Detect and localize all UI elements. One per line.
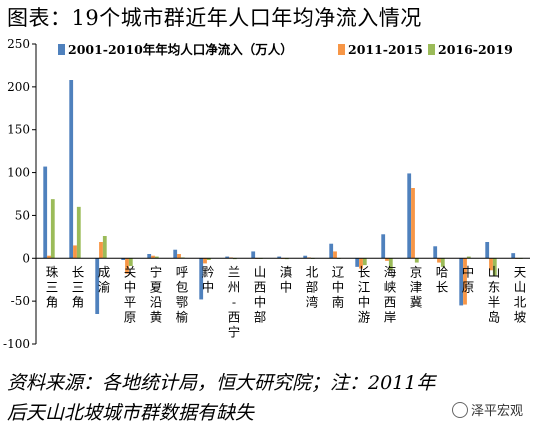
bar-series-group bbox=[43, 80, 523, 314]
x-category-label: 长江中游 bbox=[358, 264, 371, 324]
bar-series-1-关中平原 bbox=[121, 258, 126, 260]
bar-series-1-山东半岛 bbox=[485, 242, 490, 259]
bar-series-2-长江中游 bbox=[359, 258, 363, 269]
bar-series-2-珠三角 bbox=[47, 255, 51, 259]
bar-series-1-成渝 bbox=[95, 258, 100, 314]
legend-label-2: 2011-2015 bbox=[348, 42, 423, 57]
bar-series-2-海峡西岸 bbox=[385, 258, 389, 261]
bar-series-3-成渝 bbox=[102, 236, 107, 259]
bar-series-1-兰州-西宁 bbox=[225, 256, 230, 259]
x-category-label: 中原 bbox=[462, 264, 475, 294]
x-category-label: 兰州-西宁 bbox=[228, 264, 241, 339]
source-note-line1: 资料来源：各地统计局，恒大研究院；注：2011年 bbox=[7, 372, 436, 394]
y-tick-label: 150 bbox=[7, 123, 30, 137]
bar-series-3-珠三角 bbox=[50, 199, 55, 259]
bar-series-3-中原 bbox=[466, 256, 471, 259]
bar-series-2-辽中南 bbox=[333, 251, 337, 259]
x-category-label: 哈长 bbox=[436, 264, 449, 294]
x-category-label: 成渝 bbox=[98, 264, 111, 294]
bar-series-2-黔中 bbox=[203, 258, 207, 264]
legend-label-3: 2016-2019 bbox=[438, 42, 513, 57]
bar-series-1-珠三角 bbox=[43, 166, 48, 259]
y-tick-label: -50 bbox=[11, 294, 30, 308]
y-tick-label: 0 bbox=[22, 251, 30, 265]
bar-series-3-哈长 bbox=[440, 258, 445, 267]
bar-series-1-山西中部 bbox=[251, 251, 256, 259]
watermark: 泽平宏观 bbox=[452, 400, 523, 419]
bar-series-2-成渝 bbox=[99, 242, 103, 259]
legend: 2001-2010年年均人口净流入（万人） 2011-2015 2016-2019 bbox=[58, 42, 513, 57]
x-category-label: 关中平原 bbox=[124, 264, 137, 324]
y-tick-label: 200 bbox=[7, 80, 30, 94]
x-category-label: 呼包鄂榆 bbox=[176, 264, 189, 324]
legend-swatch-1 bbox=[58, 44, 65, 55]
legend-swatch-2 bbox=[338, 44, 345, 55]
bar-series-1-滇中 bbox=[277, 256, 282, 259]
bar-series-3-京津冀 bbox=[414, 258, 419, 263]
y-tick-label: 50 bbox=[15, 208, 30, 222]
bar-series-3-黔中 bbox=[206, 258, 211, 260]
bar-series-1-海峡西岸 bbox=[381, 234, 386, 259]
x-category-label: 海峡西岸 bbox=[384, 264, 397, 324]
bar-series-1-长三角 bbox=[69, 80, 74, 259]
x-category-label: 山东半岛 bbox=[488, 264, 501, 324]
x-category-label: 珠三角 bbox=[46, 264, 59, 309]
x-category-label: 黔中 bbox=[202, 264, 215, 294]
wechat-logo-icon bbox=[452, 402, 468, 418]
bar-series-2-中原 bbox=[463, 258, 467, 305]
x-category-label: 北部湾 bbox=[306, 264, 319, 309]
bar-series-1-京津冀 bbox=[407, 173, 412, 259]
x-category-label: 京津冀 bbox=[410, 264, 423, 309]
bar-series-2-山东半岛 bbox=[489, 258, 493, 271]
bar-series-1-呼包鄂榆 bbox=[173, 249, 178, 259]
x-category-label: 辽中南 bbox=[332, 264, 345, 309]
x-category-label: 宁夏沿黄 bbox=[150, 264, 163, 324]
legend-swatch-3 bbox=[428, 44, 435, 55]
chart-title: 图表：19个城市群近年人口年均净流入情况 bbox=[7, 6, 422, 30]
x-category-label: 天山北坡 bbox=[514, 264, 527, 324]
y-tick-label: 100 bbox=[7, 166, 30, 180]
bar-series-1-天山北坡 bbox=[511, 253, 516, 259]
bar-chart: -100 -50 0 50 100 150 200 250 珠三角长三角成渝关中平原宁夏沿黄呼… bbox=[3, 37, 530, 351]
bar-series-2-宁夏沿黄 bbox=[151, 255, 155, 259]
bar-series-1-中原 bbox=[459, 258, 464, 306]
x-category-label: 滇中 bbox=[280, 264, 293, 294]
bar-series-2-关中平原 bbox=[125, 258, 129, 274]
bar-series-3-关中平原 bbox=[128, 258, 133, 266]
bar-series-2-长三角 bbox=[73, 245, 77, 259]
bar-series-3-宁夏沿黄 bbox=[154, 256, 159, 259]
y-tick-label: 250 bbox=[7, 37, 30, 51]
bar-series-2-京津冀 bbox=[411, 188, 415, 259]
bar-series-3-长三角 bbox=[76, 206, 81, 259]
y-tick-label: -100 bbox=[3, 337, 30, 351]
bar-series-1-北部湾 bbox=[303, 255, 308, 259]
bar-series-1-辽中南 bbox=[329, 243, 334, 259]
bar-series-1-黔中 bbox=[199, 258, 204, 300]
x-category-label: 山西中部 bbox=[254, 264, 267, 324]
source-note-line2: 后天山北坡城市群数据有缺失 bbox=[7, 402, 255, 424]
bar-series-3-海峡西岸 bbox=[388, 258, 393, 271]
y-axis: -100 -50 0 50 100 150 200 250 bbox=[3, 37, 37, 351]
watermark-text: 泽平宏观 bbox=[471, 404, 524, 419]
category-labels: 珠三角长三角成渝关中平原宁夏沿黄呼包鄂榆黔中兰州-西宁山西中部滇中北部湾辽中南长… bbox=[46, 264, 527, 339]
bar-series-1-哈长 bbox=[433, 246, 438, 259]
bar-series-2-哈长 bbox=[437, 258, 441, 263]
bar-series-3-长江中游 bbox=[362, 258, 367, 266]
bar-series-1-长江中游 bbox=[355, 258, 360, 267]
x-category-label: 长三角 bbox=[72, 264, 85, 309]
bar-series-2-呼包鄂榆 bbox=[177, 254, 181, 259]
bar-series-3-山东半岛 bbox=[492, 258, 497, 276]
legend-label-1: 2001-2010年年均人口净流入（万人） bbox=[68, 42, 293, 57]
bar-series-1-宁夏沿黄 bbox=[147, 254, 152, 259]
